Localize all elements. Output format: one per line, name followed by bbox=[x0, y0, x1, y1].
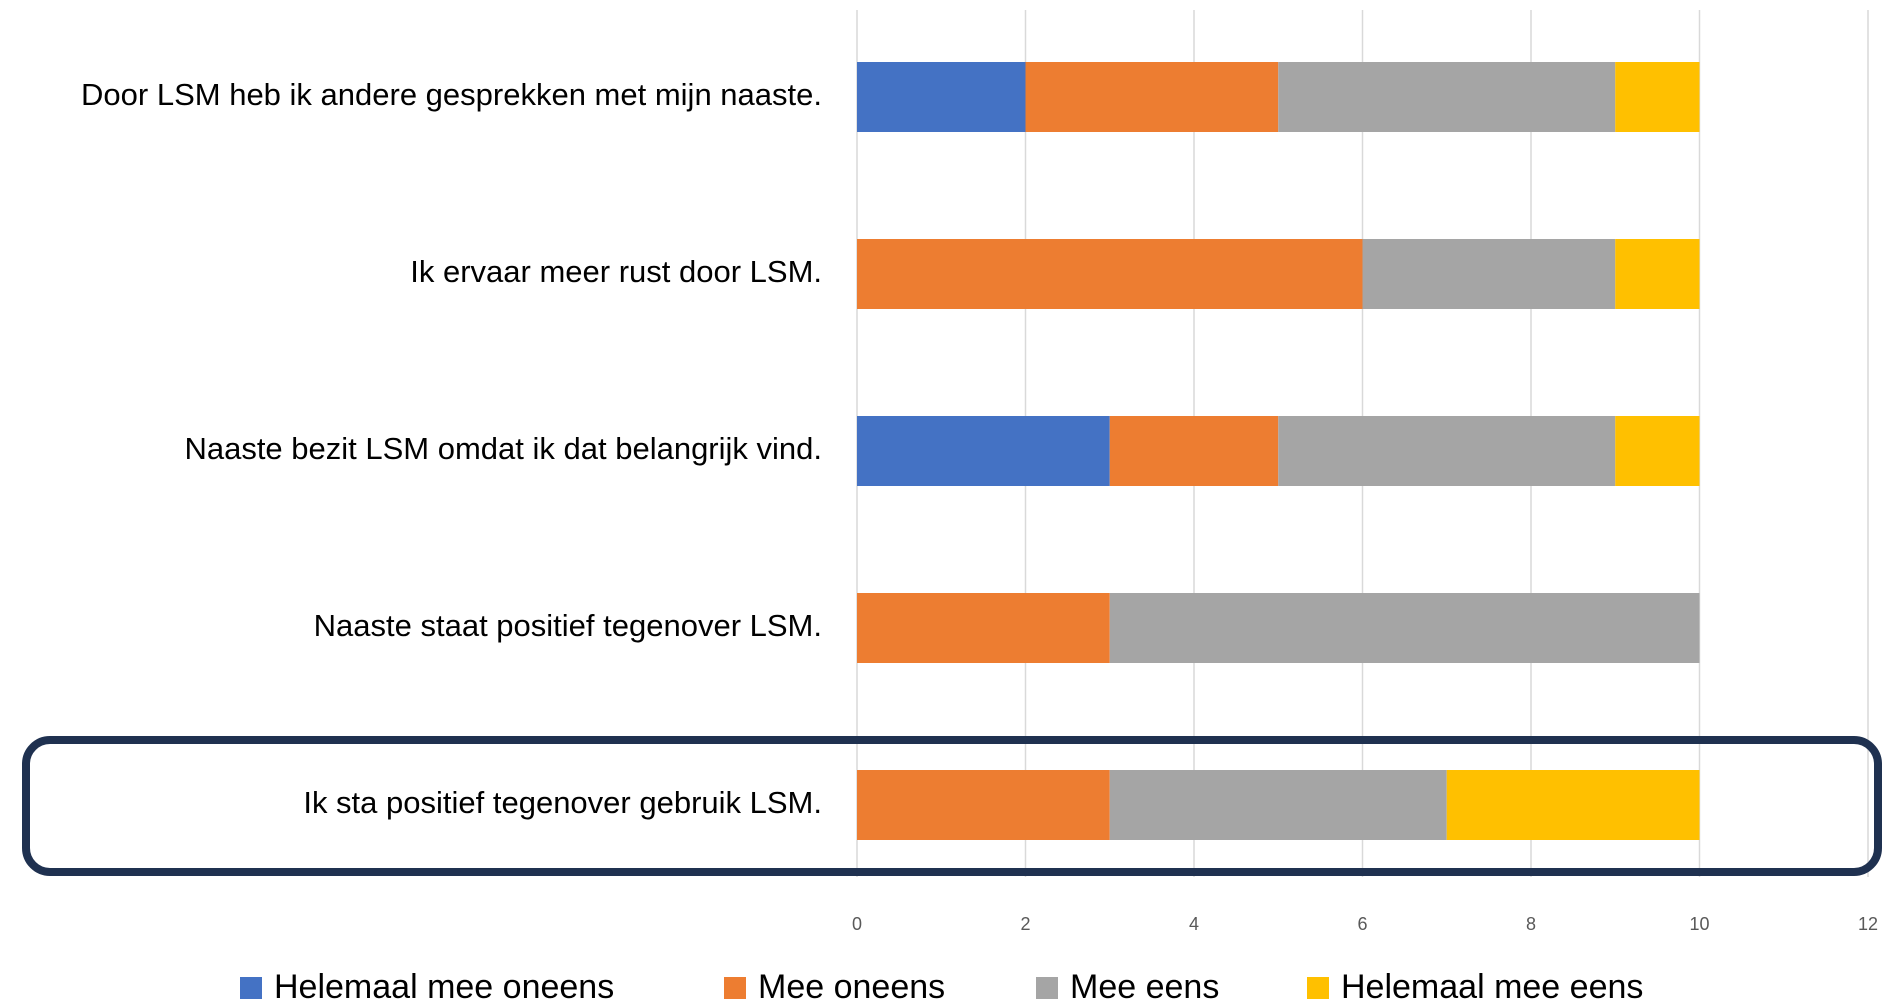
legend-label: Mee eens bbox=[1070, 968, 1219, 1006]
bar-segment bbox=[1278, 416, 1616, 486]
bar-segment bbox=[1615, 239, 1700, 309]
bar-segment bbox=[857, 239, 1363, 309]
legend-swatch bbox=[1036, 977, 1058, 999]
legend-swatch bbox=[1307, 977, 1329, 999]
bar-segment bbox=[1109, 770, 1447, 840]
bar-segment bbox=[1446, 770, 1700, 840]
category-label: Ik ervaar meer rust door LSM. bbox=[410, 254, 822, 289]
bar-segment bbox=[857, 593, 1110, 663]
bar-segment bbox=[857, 62, 1026, 132]
highlight-box bbox=[22, 736, 1882, 876]
legend-label: Mee oneens bbox=[758, 968, 945, 1006]
x-tick-label: 2 bbox=[1020, 914, 1030, 934]
category-label: Ik sta positief tegenover gebruik LSM. bbox=[303, 785, 822, 820]
category-label: Door LSM heb ik andere gesprekken met mi… bbox=[81, 77, 822, 112]
x-tick-label: 8 bbox=[1526, 914, 1536, 934]
legend-label: Helemaal mee oneens bbox=[274, 968, 614, 1006]
bar-segment bbox=[857, 770, 1110, 840]
bar-segment bbox=[1362, 239, 1616, 309]
bar-segment bbox=[857, 416, 1110, 486]
x-tick-label: 6 bbox=[1357, 914, 1367, 934]
bar-segment bbox=[1025, 62, 1279, 132]
x-tick-label: 0 bbox=[852, 914, 862, 934]
legend-label: Helemaal mee eens bbox=[1341, 968, 1643, 1006]
legend-swatch bbox=[240, 977, 262, 999]
category-label: Naaste staat positief tegenover LSM. bbox=[314, 608, 822, 643]
bar-segment bbox=[1615, 416, 1700, 486]
x-tick-label: 12 bbox=[1858, 914, 1878, 934]
x-tick-label: 10 bbox=[1689, 914, 1709, 934]
category-label: Naaste bezit LSM omdat ik dat belangrijk… bbox=[184, 431, 822, 466]
legend-swatch bbox=[724, 977, 746, 999]
bar-segment bbox=[1109, 593, 1700, 663]
bar-segment bbox=[1109, 416, 1279, 486]
bar-segment bbox=[1615, 62, 1700, 132]
bar-segment bbox=[1278, 62, 1616, 132]
x-tick-label: 4 bbox=[1189, 914, 1199, 934]
